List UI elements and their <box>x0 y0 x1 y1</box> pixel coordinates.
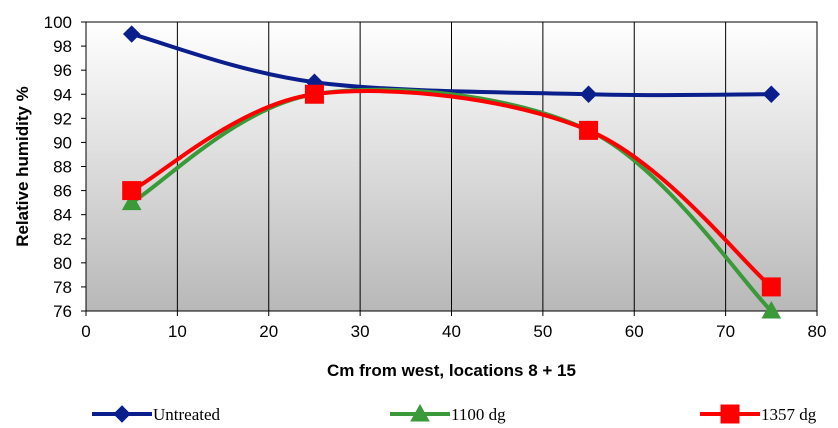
legend-item: Untreated <box>92 405 221 424</box>
data-point-triangle <box>761 300 782 319</box>
x-tick-label: 0 <box>81 322 90 341</box>
data-point-square <box>122 181 142 201</box>
series-group <box>121 25 782 319</box>
y-tick-label: 100 <box>44 13 72 32</box>
legend-label: Untreated <box>153 405 221 424</box>
x-tick-label: 10 <box>168 322 187 341</box>
y-tick-label: 84 <box>53 206 72 225</box>
y-tick-label: 98 <box>53 37 72 56</box>
x-axis-title: Cm from west, locations 8 + 15 <box>327 361 576 380</box>
series-line <box>130 89 773 289</box>
y-tick-label: 96 <box>53 61 72 80</box>
data-point-square <box>579 120 599 140</box>
data-point-diamond <box>579 85 598 103</box>
data-point-diamond <box>762 85 781 103</box>
y-tick-label: 88 <box>53 158 72 177</box>
legend-item: 1100 dg <box>390 403 506 424</box>
y-tick-label: 76 <box>53 302 72 321</box>
legend-item: 1357 dg <box>700 404 817 424</box>
x-tick-label: 20 <box>259 322 278 341</box>
legend-marker-diamond <box>113 405 131 423</box>
y-tick-label: 86 <box>53 182 72 201</box>
y-axis-title: Relative humidity % <box>13 86 32 247</box>
legend-label: 1100 dg <box>451 405 506 424</box>
data-point-square <box>304 84 324 104</box>
x-tick-label: 50 <box>533 322 552 341</box>
y-tick-label: 80 <box>53 254 72 273</box>
x-tick-label: 40 <box>442 322 461 341</box>
data-point-triangle <box>121 192 142 211</box>
grid-lines <box>176 22 727 311</box>
legend-marker-square <box>720 404 740 424</box>
x-tick-label: 60 <box>625 322 644 341</box>
x-tick-label: 80 <box>808 322 827 341</box>
y-tick-label: 78 <box>53 278 72 297</box>
x-tick-label: 30 <box>351 322 370 341</box>
y-tick-label: 82 <box>53 230 72 249</box>
y-tick-label: 90 <box>53 133 72 152</box>
y-tick-label: 94 <box>53 85 72 104</box>
legend-marker-triangle <box>410 403 430 422</box>
x-tick-label: 70 <box>716 322 735 341</box>
legend-label: 1357 dg <box>761 405 817 424</box>
y-axis: 76 78 80 82 84 86 88 90 92 94 96 98 100 <box>44 13 86 321</box>
y-tick-label: 92 <box>53 109 72 128</box>
series-line <box>131 32 772 98</box>
x-axis: 0 10 20 30 40 50 60 70 80 <box>81 311 826 341</box>
data-point-square <box>761 277 781 297</box>
data-point-diamond <box>122 25 141 43</box>
legend: Untreated 1100 dg 1357 dg <box>92 403 817 424</box>
series-line <box>130 87 773 313</box>
series-1357-dg <box>122 84 781 297</box>
